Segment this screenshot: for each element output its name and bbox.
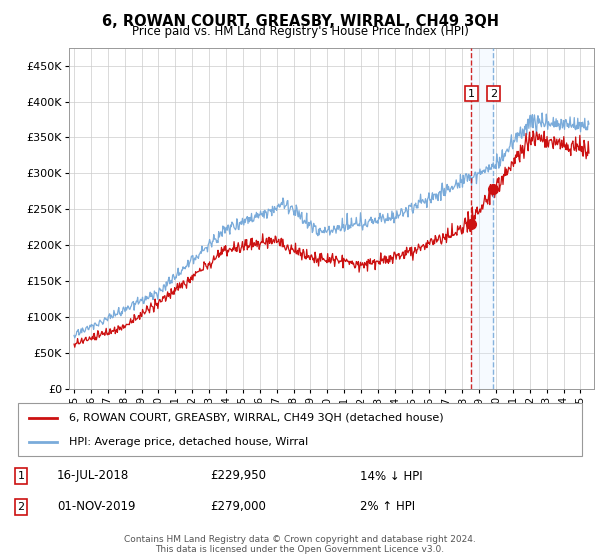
Text: 6, ROWAN COURT, GREASBY, WIRRAL, CH49 3QH: 6, ROWAN COURT, GREASBY, WIRRAL, CH49 3Q… xyxy=(101,14,499,29)
Bar xyxy=(472,48,493,389)
Text: 2% ↑ HPI: 2% ↑ HPI xyxy=(360,500,415,514)
Text: 2: 2 xyxy=(17,502,25,512)
Text: £229,950: £229,950 xyxy=(210,469,266,483)
Text: £279,000: £279,000 xyxy=(210,500,266,514)
Text: 1: 1 xyxy=(468,88,475,99)
Text: Contains HM Land Registry data © Crown copyright and database right 2024.
This d: Contains HM Land Registry data © Crown c… xyxy=(124,535,476,554)
Text: Price paid vs. HM Land Registry's House Price Index (HPI): Price paid vs. HM Land Registry's House … xyxy=(131,25,469,38)
Text: HPI: Average price, detached house, Wirral: HPI: Average price, detached house, Wirr… xyxy=(69,437,308,447)
Text: 1: 1 xyxy=(17,471,25,481)
Text: 2: 2 xyxy=(490,88,497,99)
Text: 01-NOV-2019: 01-NOV-2019 xyxy=(57,500,136,514)
Text: 6, ROWAN COURT, GREASBY, WIRRAL, CH49 3QH (detached house): 6, ROWAN COURT, GREASBY, WIRRAL, CH49 3Q… xyxy=(69,413,443,423)
FancyBboxPatch shape xyxy=(18,403,582,456)
Text: 16-JUL-2018: 16-JUL-2018 xyxy=(57,469,129,483)
Text: 14% ↓ HPI: 14% ↓ HPI xyxy=(360,469,422,483)
